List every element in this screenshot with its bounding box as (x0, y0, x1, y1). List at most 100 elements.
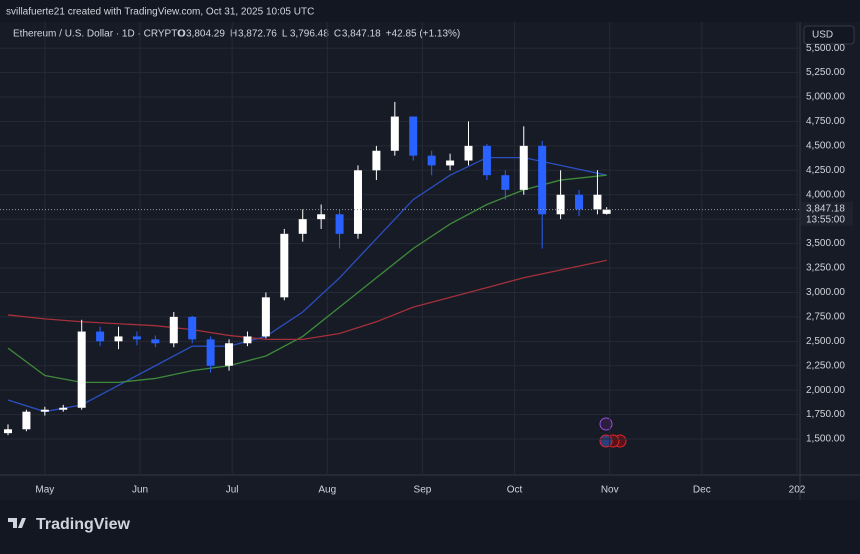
candle (59, 404, 68, 412)
y-tick-label: 2,500.00 (806, 336, 845, 347)
candle (464, 121, 473, 166)
x-tick-label: 202 (789, 485, 806, 496)
candle-body (390, 116, 399, 151)
moving-average (7, 174, 607, 384)
candle-body (317, 214, 326, 220)
candle (40, 406, 49, 416)
ohlc-value: 3,804.29 (186, 29, 225, 40)
ohlc-value: 3,847.18 (342, 29, 381, 40)
event-icon[interactable] (599, 417, 613, 431)
last-price-box (801, 201, 853, 226)
candle (132, 331, 141, 346)
currency-box[interactable] (803, 25, 855, 45)
candle (261, 292, 270, 339)
candle (575, 189, 584, 217)
candle (409, 116, 418, 161)
candle (602, 207, 611, 215)
candle-body (501, 175, 510, 190)
countdown: 13:55:00 (806, 214, 845, 225)
x-tick-label: Sep (414, 485, 432, 496)
y-tick-label: 4,000.00 (806, 189, 845, 200)
ohlc-value: 3,796.48 (290, 29, 329, 40)
ohlc-label: O (178, 29, 186, 40)
y-tick-label: 4,250.00 (806, 165, 845, 176)
candle (372, 145, 381, 181)
candle-body (538, 145, 547, 215)
attribution: svillafuerte21 created with TradingView.… (6, 7, 314, 18)
candle-body (335, 214, 344, 234)
candle (538, 140, 547, 249)
candle-body (59, 407, 68, 410)
y-tick-label: 4,750.00 (806, 116, 845, 127)
candle (225, 339, 234, 371)
x-tick-label: Aug (318, 485, 336, 496)
candle (151, 335, 160, 348)
candle (22, 409, 31, 432)
candle (206, 336, 215, 373)
x-tick-label: Dec (693, 485, 711, 496)
y-tick-label: 2,750.00 (806, 312, 845, 323)
candle (317, 204, 326, 229)
y-tick-label: 3,500.00 (806, 238, 845, 249)
candle-body (4, 429, 12, 434)
candle (482, 143, 491, 181)
candle-body (169, 316, 178, 344)
candle-body (575, 194, 584, 210)
last-price-label: 3,847.18 (806, 203, 845, 214)
y-tick-label: 3,250.00 (806, 263, 845, 274)
y-tick-label: 5,500.00 (806, 43, 845, 54)
ohlc-value: 3,872.76 (238, 29, 277, 40)
candle-body (372, 150, 381, 171)
moving-average (7, 259, 607, 341)
candle (556, 170, 565, 220)
candle-body (519, 145, 528, 190)
candle-body (188, 316, 197, 340)
y-tick-label: 4,500.00 (806, 141, 845, 152)
y-tick-label: 3,000.00 (806, 287, 845, 298)
candle (335, 209, 344, 249)
candle-body (77, 331, 86, 408)
y-tick-label: 5,250.00 (806, 67, 845, 78)
candle (243, 331, 252, 347)
candle-body (353, 170, 362, 234)
candle-body (464, 145, 473, 161)
candle-body (556, 194, 565, 215)
x-tick-label: Nov (601, 485, 619, 496)
x-tick-label: Oct (507, 485, 523, 496)
candle (298, 209, 307, 242)
candle-body (132, 336, 141, 340)
logo-text: TradingView (36, 516, 131, 533)
x-tick-label: Jul (226, 485, 239, 496)
candle (77, 319, 86, 410)
change: +42.85 (+1.13%) (386, 29, 461, 40)
candle-body (261, 297, 270, 337)
candle (501, 170, 510, 200)
candle-body (446, 160, 455, 166)
candle (114, 326, 123, 350)
candle (427, 150, 436, 176)
candle (188, 315, 197, 344)
candle-body (22, 411, 31, 430)
candle-body (298, 219, 307, 234)
candle-body (482, 145, 491, 176)
candle (169, 311, 178, 348)
candle-body (151, 339, 160, 344)
y-tick-label: 1,750.00 (806, 409, 845, 420)
logo: TradingView (8, 516, 131, 533)
candle-body (40, 409, 49, 412)
event-icon[interactable] (599, 434, 613, 448)
candle (280, 228, 289, 301)
candle-body (427, 155, 436, 166)
candle (446, 153, 455, 171)
y-tick-label: 1,500.00 (806, 434, 845, 445)
candle (96, 326, 105, 347)
x-tick-label: Jun (132, 485, 148, 496)
candle (593, 170, 602, 215)
chart-panel (0, 22, 860, 500)
candle-body (243, 336, 252, 344)
candle (353, 165, 362, 239)
candle-body (206, 339, 215, 366)
ohlc-label: C (334, 29, 341, 40)
